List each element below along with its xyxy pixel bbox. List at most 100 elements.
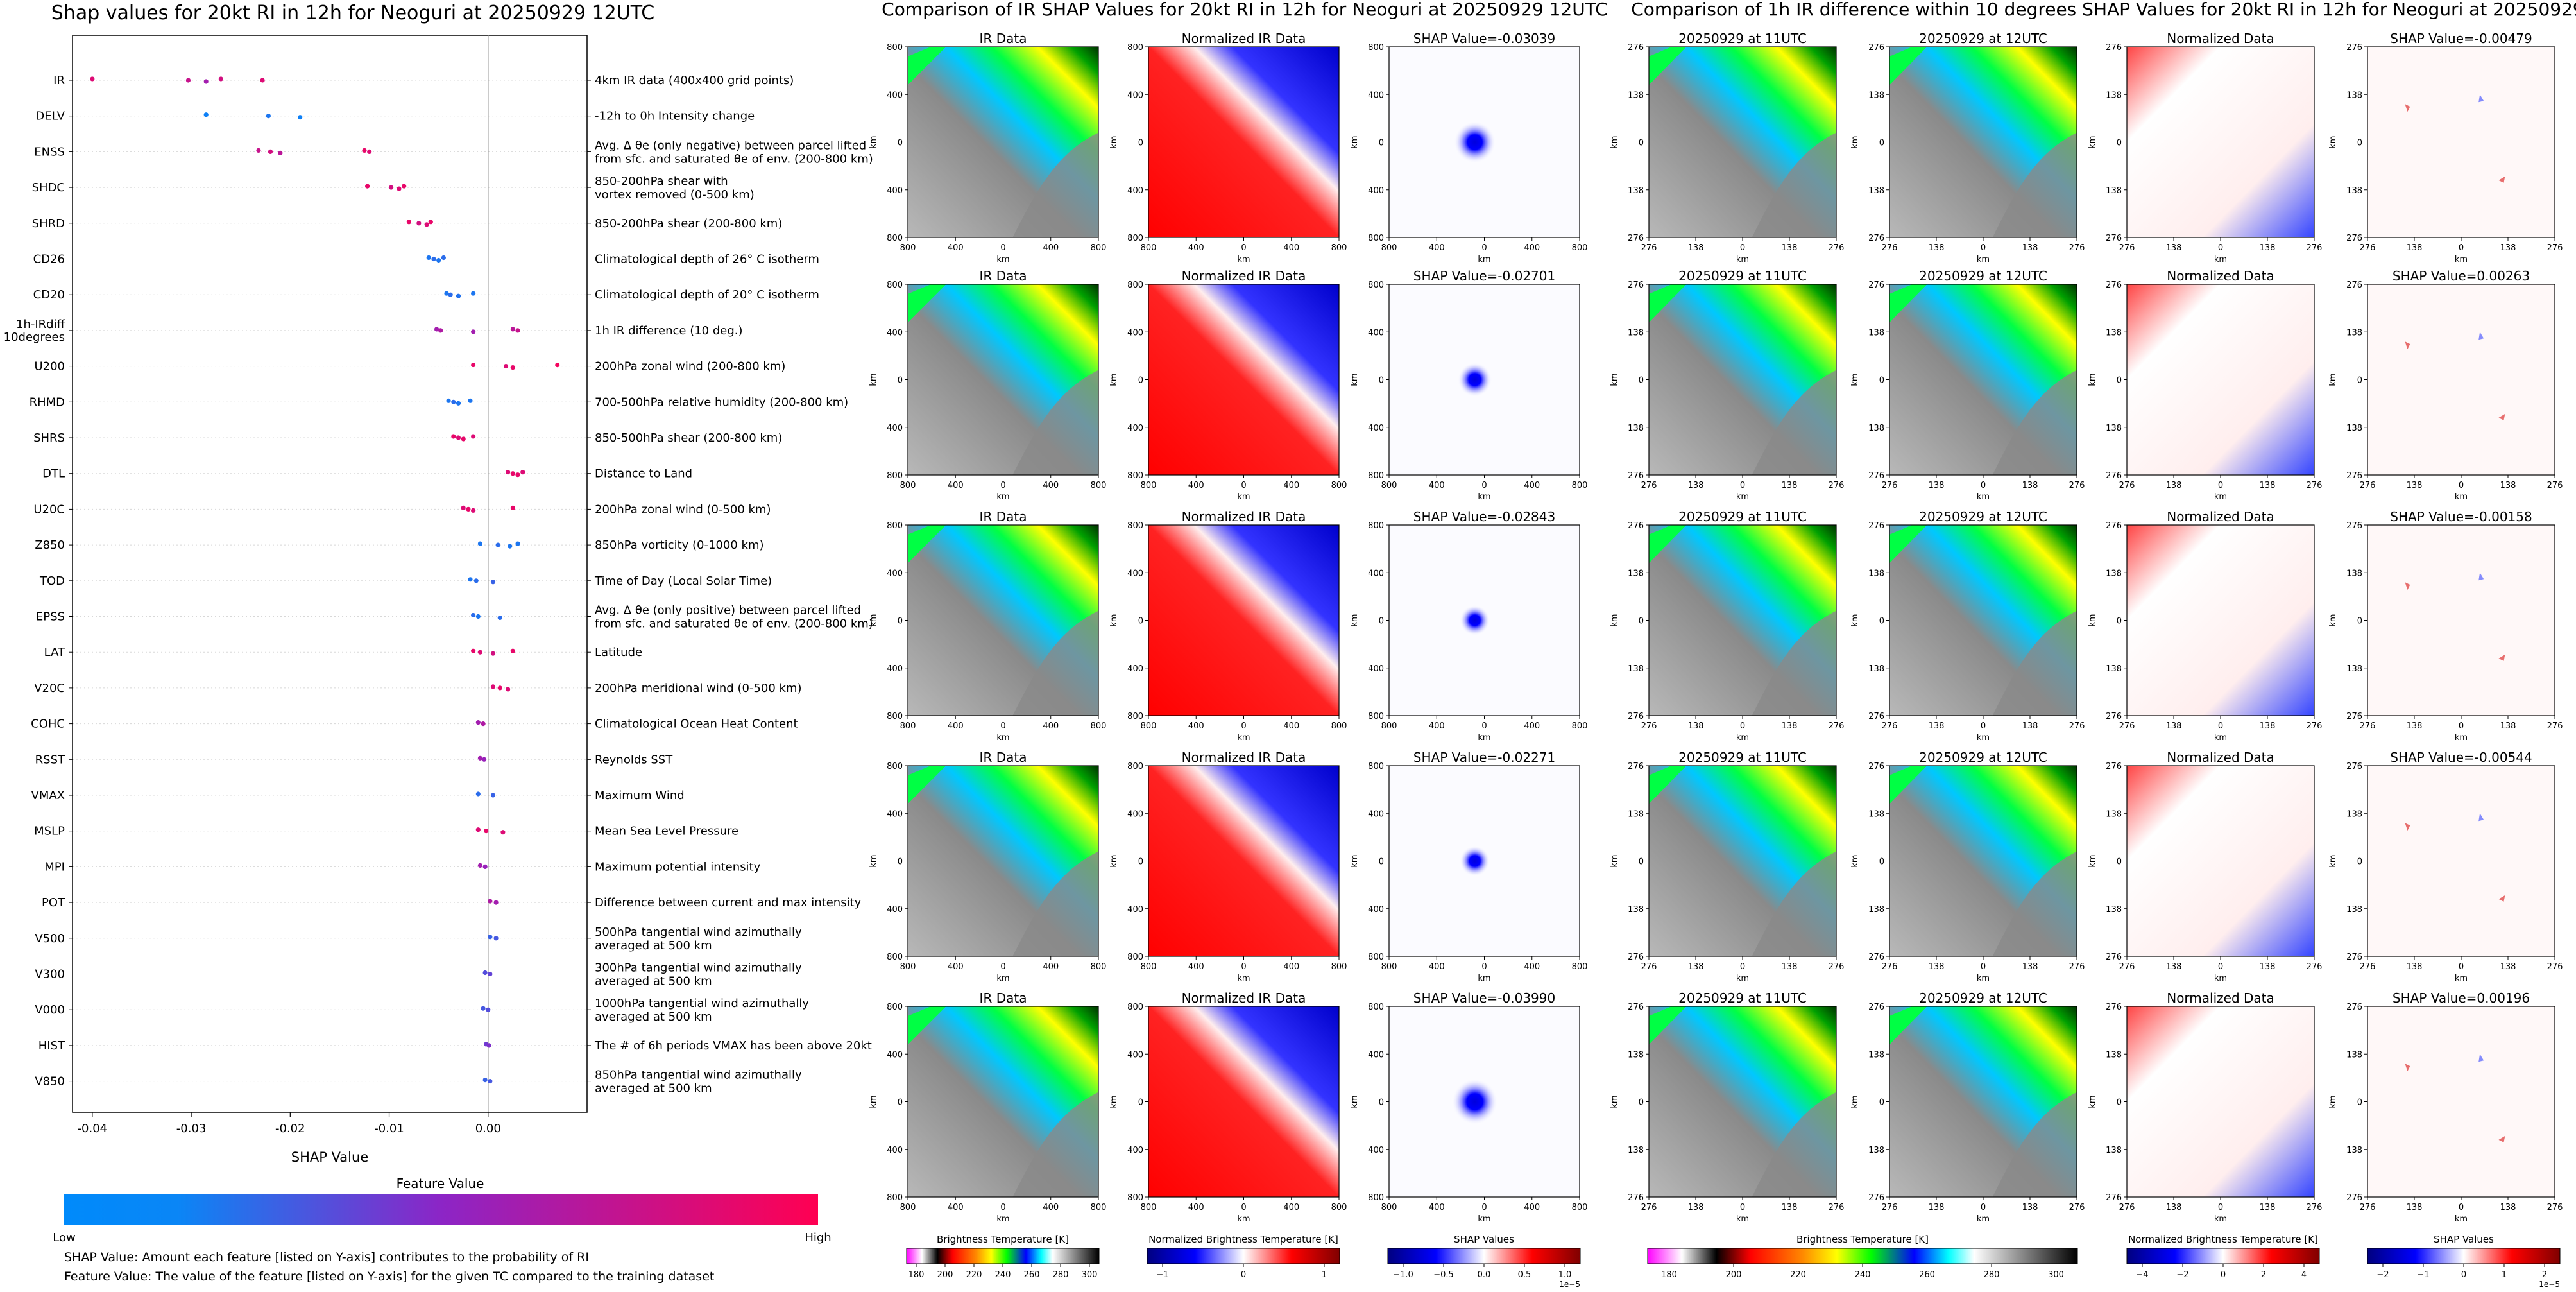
ir-land-shade	[1992, 132, 2077, 237]
panel-ytick-label: 800	[887, 1003, 903, 1012]
panel-xtick-label: 400	[948, 1203, 964, 1212]
colorbar-tick-label: 260	[1024, 1270, 1040, 1280]
shap-point	[471, 291, 476, 296]
panel-ytick-label: 276	[1628, 1193, 1644, 1203]
panel-xtick-label: 276	[2119, 481, 2135, 490]
panel-xlabel: km	[1237, 733, 1250, 743]
ir-cloud-band	[1889, 47, 1927, 85]
panel-xtick-label: 138	[2022, 243, 2038, 253]
shap-point	[203, 112, 209, 117]
panel-ylabel: km	[2328, 373, 2338, 386]
panel-xlabel: km	[1237, 492, 1250, 502]
x-tick-label: -0.01	[374, 1122, 404, 1135]
shap-point	[482, 757, 487, 762]
panel-title: Normalized IR Data	[1182, 990, 1306, 1006]
shap-point	[486, 1043, 491, 1048]
panel-ytick-label: 276	[2346, 471, 2362, 481]
panel-ytick-label: 276	[1868, 280, 1884, 290]
panel-xtick-label: 276	[1641, 481, 1657, 490]
ir-land-shade	[1992, 1092, 2077, 1197]
panel-ytick-label: 138	[1868, 90, 1884, 100]
panel-ytick-label: 138	[2346, 1050, 2362, 1060]
panel-ytick-label: 800	[887, 762, 903, 771]
panel-xtick-label: 400	[1188, 1203, 1204, 1212]
colorbar-tick-label: 2	[2542, 1270, 2547, 1280]
beeswarm-plot-frame	[72, 35, 588, 1113]
panel-ytick-label: 138	[1868, 905, 1884, 915]
panel-ytick-label: 0	[2117, 617, 2122, 626]
panel-ytick-label: 0	[898, 139, 903, 148]
shap-point	[448, 292, 453, 297]
colorbar-tick-label: −4	[2136, 1270, 2148, 1280]
panel-xtick-label: 800	[900, 962, 916, 972]
footnote-shap: SHAP Value: Amount each feature [listed …	[64, 1250, 589, 1264]
panel-xtick-label: 400	[948, 243, 964, 253]
ir-land-shade	[1012, 610, 1098, 716]
panel-xtick-label: 276	[2360, 481, 2376, 490]
shap-point	[444, 291, 449, 296]
colorbar-tick-label: 2	[2261, 1270, 2266, 1280]
panel-xtick-label: 276	[2069, 962, 2085, 972]
feature-description: 850-200hPa shear (200-800 km)	[595, 217, 782, 230]
panel-ytick-label: 0	[1138, 139, 1143, 148]
panel-xtick-label: 400	[1283, 721, 1299, 731]
shap-blob	[1453, 121, 1496, 164]
panel-ytick-label: 0	[898, 376, 903, 386]
panel-title: 20250929 at 11UTC	[1678, 750, 1807, 765]
panel-xtick-label: 800	[1331, 481, 1347, 490]
panel-xtick-label: 800	[1141, 1203, 1157, 1212]
ir-cloud-band	[908, 1006, 946, 1045]
norm-image	[1148, 284, 1339, 475]
panel-xtick-label: 276	[2119, 1203, 2135, 1212]
panel-title: SHAP Value=-0.02843	[1413, 509, 1555, 524]
shap-point	[256, 148, 261, 153]
diff-shap-marks-blue	[2478, 813, 2484, 822]
panel-title: Normalized Data	[2167, 750, 2274, 765]
panel-ytick-label: 138	[1628, 664, 1644, 674]
panel-xtick-label: 138	[1688, 721, 1704, 731]
ir-cloud-band	[1649, 284, 1687, 323]
panel-xtick-label: 0	[2218, 721, 2223, 731]
diff-shap-image	[2367, 766, 2555, 956]
panel-xtick-label: 0	[2459, 481, 2464, 490]
panel-ytick-label: 800	[1368, 521, 1384, 531]
irdiff-panel-r3-c3: 27627613813800138138276276kmkmNormalized…	[2088, 509, 2322, 743]
panel-ytick-label: 138	[2106, 664, 2122, 674]
panel-ytick-label: 276	[1868, 762, 1884, 771]
panel-title: Normalized IR Data	[1182, 750, 1306, 765]
panel-ytick-label: 400	[1368, 328, 1384, 338]
panel-ytick-label: 800	[887, 1193, 903, 1203]
colorbar-tick-label: 220	[966, 1270, 982, 1280]
panel-xlabel: km	[1736, 492, 1749, 502]
panel-ytick-label: 800	[1127, 280, 1143, 290]
panel-title: 20250929 at 11UTC	[1678, 31, 1807, 46]
shap-point	[510, 648, 515, 653]
panel-xtick-label: 800	[1381, 243, 1397, 253]
ir-comparison-grid: Comparison of IR SHAP Values for 20kt RI…	[869, 0, 1608, 1224]
panel-xtick-label: 800	[1381, 1203, 1397, 1212]
shap-point	[506, 687, 511, 692]
panel-xtick-label: 276	[2119, 243, 2135, 253]
feature-label: SHRS	[33, 431, 65, 445]
shap-point	[515, 472, 520, 478]
panel-ytick-label: 400	[887, 186, 903, 196]
panel-xtick-label: 800	[1381, 721, 1397, 731]
panel-ytick-label: 400	[1368, 809, 1384, 819]
panel-title: IR Data	[980, 31, 1027, 46]
shap-point	[500, 830, 506, 835]
panel-xtick-label: 138	[2407, 962, 2423, 972]
panel-ylabel: km	[1850, 135, 1860, 148]
panel-title: IR Data	[980, 509, 1027, 524]
panel-ylabel: km	[869, 1095, 878, 1108]
panel-xtick-label: 800	[900, 481, 916, 490]
panel-ytick-label: 800	[1127, 43, 1143, 53]
panel-xtick-label: 138	[2500, 243, 2516, 253]
panel-ytick-label: 0	[2357, 139, 2362, 148]
footnote-feature: Feature Value: The value of the feature …	[64, 1270, 715, 1284]
